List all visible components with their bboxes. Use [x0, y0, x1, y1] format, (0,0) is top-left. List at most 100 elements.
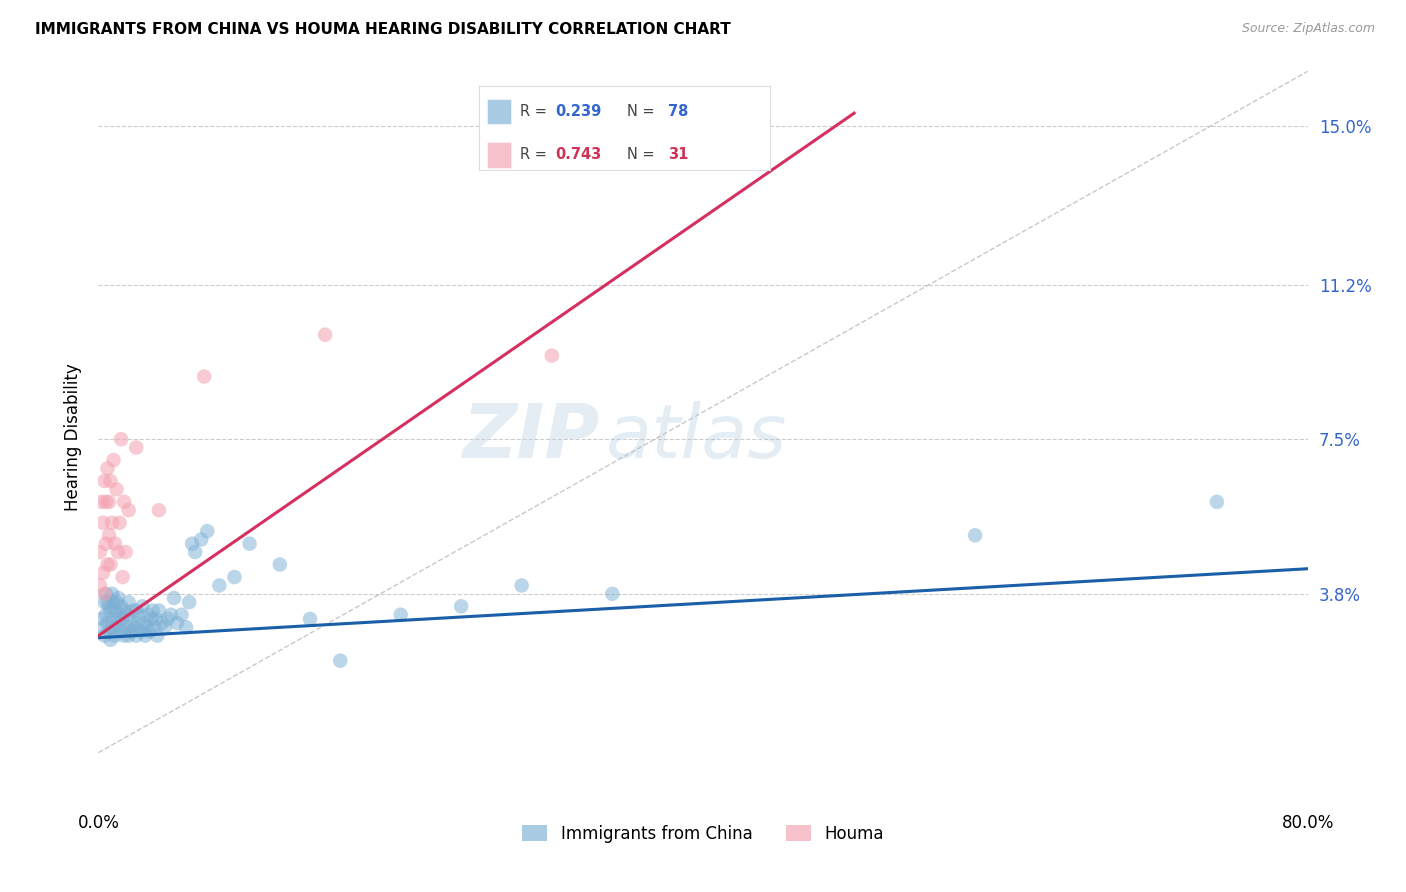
Point: [125, 441, 148, 455]
Point: [195, 524, 218, 538]
Point: [389, 607, 412, 622]
Point: [122, 603, 145, 617]
Point: [239, 536, 262, 550]
Point: [111, 570, 134, 584]
Point: [107, 545, 129, 559]
Point: [118, 503, 141, 517]
Point: [93, 629, 115, 643]
Point: [98, 599, 121, 614]
Legend: Immigrants from China, Houma: Immigrants from China, Houma: [516, 818, 890, 849]
Point: [156, 612, 179, 626]
Point: [94, 607, 117, 622]
Point: [148, 603, 170, 617]
Point: [139, 624, 162, 639]
Point: [100, 474, 122, 488]
Point: [91, 620, 114, 634]
Point: [98, 528, 121, 542]
Point: [118, 629, 141, 643]
Point: [132, 616, 155, 631]
Point: [93, 587, 115, 601]
Point: [142, 603, 165, 617]
Point: [136, 607, 159, 622]
Point: [112, 629, 135, 643]
Point: [148, 503, 170, 517]
Point: [510, 578, 533, 592]
Y-axis label: Hearing Disability: Hearing Disability: [63, 363, 82, 511]
Point: [107, 591, 129, 605]
Point: [181, 536, 204, 550]
Point: [190, 533, 212, 547]
Text: IMMIGRANTS FROM CHINA VS HOUMA HEARING DISABILITY CORRELATION CHART: IMMIGRANTS FROM CHINA VS HOUMA HEARING D…: [35, 22, 731, 37]
Point: [143, 620, 166, 634]
Point: [965, 528, 987, 542]
Point: [125, 629, 148, 643]
Point: [98, 624, 121, 639]
Text: ZIP: ZIP: [463, 401, 600, 474]
Point: [125, 603, 148, 617]
Point: [94, 495, 117, 509]
Point: [101, 587, 124, 601]
Point: [135, 620, 157, 634]
Point: [224, 570, 246, 584]
Point: [107, 616, 129, 631]
Point: [602, 587, 624, 601]
Point: [1206, 495, 1229, 509]
Point: [104, 629, 127, 643]
Point: [166, 616, 188, 631]
Point: [124, 620, 146, 634]
Point: [110, 624, 132, 639]
Point: [314, 327, 336, 342]
Text: Source: ZipAtlas.com: Source: ZipAtlas.com: [1241, 22, 1375, 36]
Point: [96, 616, 118, 631]
Point: [110, 432, 132, 446]
Point: [100, 558, 122, 572]
Point: [91, 516, 114, 530]
Point: [153, 620, 176, 634]
Point: [127, 616, 149, 631]
Point: [269, 558, 291, 572]
Point: [299, 612, 322, 626]
Point: [134, 629, 156, 643]
Point: [128, 607, 150, 622]
Point: [141, 612, 163, 626]
Point: [145, 612, 167, 626]
Point: [93, 474, 115, 488]
Point: [112, 603, 135, 617]
Point: [103, 612, 125, 626]
Text: atlas: atlas: [606, 401, 787, 473]
Point: [208, 578, 231, 592]
Point: [93, 595, 115, 609]
Point: [89, 578, 111, 592]
Point: [105, 483, 128, 497]
Point: [105, 595, 128, 609]
Point: [329, 654, 352, 668]
Point: [108, 607, 131, 622]
Point: [540, 349, 562, 363]
Point: [450, 599, 472, 614]
Point: [146, 629, 169, 643]
Point: [104, 603, 127, 617]
Point: [89, 545, 111, 559]
Point: [90, 495, 112, 509]
Point: [94, 536, 117, 550]
Point: [114, 620, 136, 634]
Point: [121, 624, 143, 639]
Point: [120, 616, 142, 631]
Point: [193, 369, 215, 384]
Point: [96, 461, 118, 475]
Point: [114, 545, 136, 559]
Point: [103, 595, 125, 609]
Point: [160, 607, 183, 622]
Point: [94, 587, 117, 601]
Point: [174, 620, 197, 634]
Point: [98, 495, 121, 509]
Point: [101, 516, 124, 530]
Point: [110, 599, 132, 614]
Point: [179, 595, 201, 609]
Point: [184, 545, 207, 559]
Point: [129, 624, 152, 639]
Point: [115, 607, 138, 622]
Point: [108, 516, 131, 530]
Point: [96, 558, 118, 572]
Point: [91, 566, 114, 580]
